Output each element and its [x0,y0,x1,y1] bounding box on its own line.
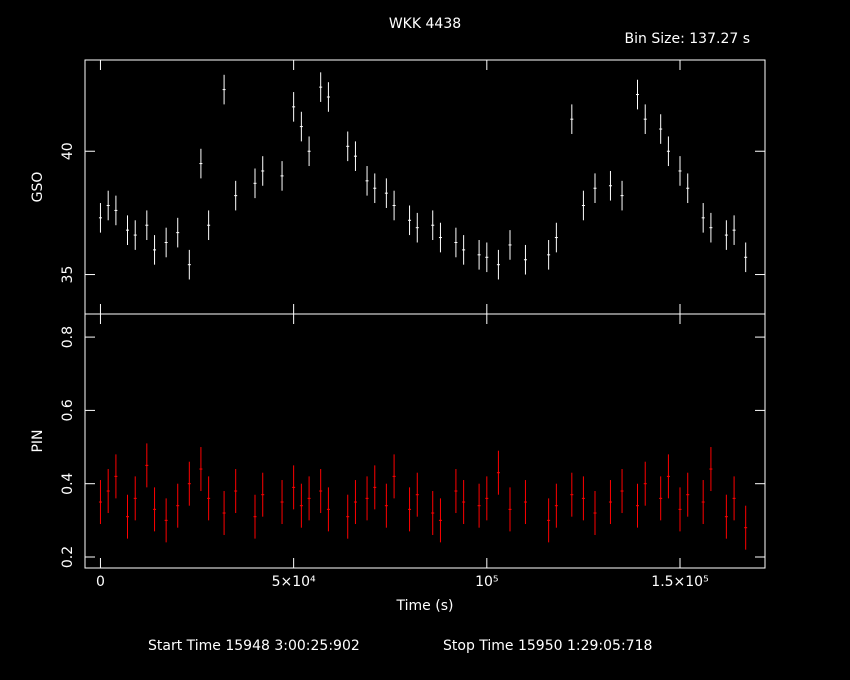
x-tick-label: 5×10⁴ [272,574,316,590]
bin-size: Bin Size: 137.27 s [625,31,750,47]
y-tick-label: 0.6 [60,399,76,421]
stop-time: Stop Time 15950 1:29:05:718 [443,638,652,654]
y-tick-label: 0.4 [60,472,76,494]
x-tick-label: 1.5×10⁵ [651,574,708,590]
x-tick-label: 10⁵ [475,574,498,590]
chart-title: WKK 4438 [389,16,461,32]
y-axis-label: GSO [30,172,46,203]
x-tick-label: 0 [96,574,105,590]
plot-frame [84,59,766,315]
y-tick-label: 40 [60,142,76,160]
x-axis-label: Time (s) [396,598,454,614]
y-axis-label: PIN [30,429,46,452]
y-tick-label: 0.8 [60,326,76,348]
y-tick-label: 35 [60,266,76,284]
y-tick-label: 0.2 [60,546,76,568]
plot-frame [84,313,766,569]
start-time: Start Time 15948 3:00:25:902 [148,638,360,654]
